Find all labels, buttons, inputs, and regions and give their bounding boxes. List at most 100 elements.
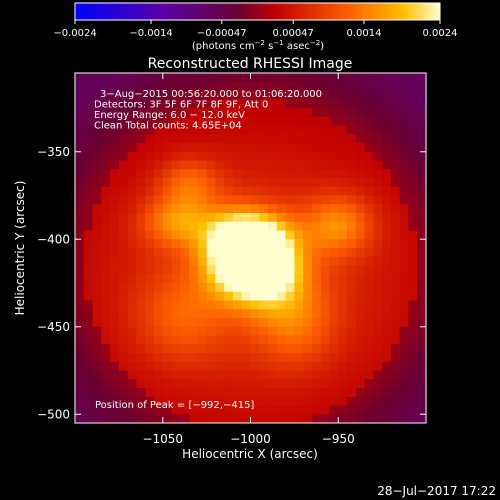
heatmap-cell [382,353,392,363]
heatmap-cell [136,265,146,275]
heatmap-cell [338,248,348,258]
heatmap-cell [241,309,251,319]
heatmap-cell [127,318,137,328]
heatmap-cell [127,291,137,301]
heatmap-cell [241,143,251,153]
heatmap-cell [75,169,85,179]
heatmap-cell [303,99,313,109]
heatmap-cell [215,143,225,153]
heatmap-cell [189,99,199,109]
heatmap-cell [197,204,208,214]
heatmap-cell [206,134,216,144]
heatmap-cell [145,396,155,406]
heatmap-cell [373,81,383,91]
x-tick-label: −1050 [142,432,183,446]
heatmap-cell [364,396,374,406]
heatmap-cell [224,169,234,179]
heatmap-cell [382,283,392,293]
heatmap-cell [417,160,427,170]
heatmap-cell [373,125,383,135]
heatmap-cell [390,116,401,126]
heatmap-cell [285,99,295,109]
heatmap-cell [110,291,120,301]
heatmap-cell [162,309,172,319]
heatmap-cell [118,361,129,371]
heatmap-cell [303,169,313,179]
heatmap-cell [145,361,155,371]
heatmap-cell [189,160,199,170]
heatmap-cell [232,204,243,214]
heatmap-cell [390,326,401,336]
heatmap-cell [347,335,357,345]
heatmap-cell [75,81,85,91]
heatmap-cell [136,256,146,266]
heatmap-cell [408,186,418,196]
heatmap-cell [145,344,155,354]
heatmap-cell [118,274,129,284]
heatmap-cell [145,283,155,293]
heatmap-cell [197,283,208,293]
heatmap-cell [206,143,216,153]
heatmap-cell [110,414,120,424]
heatmap-cell [338,353,348,363]
heatmap-cell [390,99,401,109]
heatmap-cell [408,388,418,398]
heatmap-cell [303,143,313,153]
heatmap-cell [390,405,401,415]
heatmap-cell [259,169,269,179]
heatmap-cell [285,370,295,380]
heatmap-cell [294,361,304,371]
heatmap-cell [145,265,155,275]
heatmap-cell [136,405,146,415]
heatmap-cell [320,388,330,398]
heatmap-cell [373,230,383,240]
heatmap-cell [399,221,409,231]
heatmap-cell [364,318,374,328]
heatmap-cell [259,81,269,91]
heatmap-cell [399,265,409,275]
heatmap-cell [373,300,383,310]
heatmap-cell [373,256,383,266]
heatmap-cell [355,195,365,205]
heatmap-cell [268,256,278,266]
heatmap-cell [162,204,172,214]
heatmap-cell [347,204,357,214]
heatmap-cell [162,178,172,188]
heatmap-cell [241,99,251,109]
heatmap-cell [259,195,269,205]
heatmap-cell [92,73,102,83]
heatmap-cell [232,283,243,293]
heatmap-cell [320,160,330,170]
heatmap-cell [189,239,199,249]
heatmap-cell [83,326,93,336]
heatmap-cell [259,248,269,258]
heatmap-cell [180,151,190,161]
heatmap-cell [259,134,269,144]
heatmap-cell [373,143,383,153]
heatmap-cell [241,414,251,424]
heatmap-cell [241,160,251,170]
heatmap-cell [364,221,374,231]
heatmap-cell [382,143,392,153]
heatmap-cell [110,160,120,170]
heatmap-cell [268,81,278,91]
heatmap-cell [285,239,295,249]
heatmap-cell [180,248,190,258]
heatmap-cell [268,265,278,275]
heatmap-cell [347,134,357,144]
heatmap-cell [250,195,260,205]
heatmap-cell [417,344,427,354]
heatmap-cell [162,90,172,100]
heatmap-cell [153,291,164,301]
heatmap-cell [145,108,155,118]
heatmap-cell [118,151,129,161]
heatmap-cell [250,204,260,214]
heatmap-cell [259,116,269,126]
heatmap-cell [110,134,120,144]
heatmap-cell [408,204,418,214]
heatmap-cell [206,344,216,354]
heatmap-cell [399,125,409,135]
heatmap-cell [189,221,199,231]
heatmap-cell [171,370,181,380]
heatmap-cell [259,361,269,371]
